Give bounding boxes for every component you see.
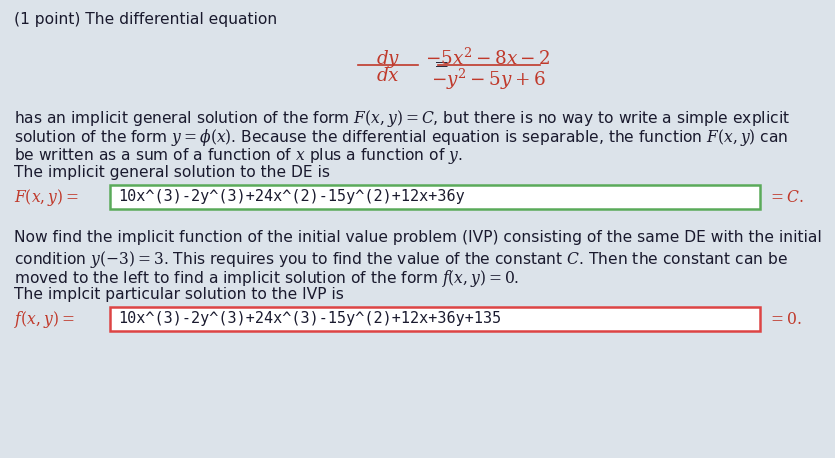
Bar: [110, 307, 760, 331]
Text: The implcit particular solution to the IVP is: The implcit particular solution to the I…: [14, 287, 344, 302]
Text: $f(x, y) =$: $f(x, y) =$: [14, 309, 74, 330]
Text: 10x^(3)-2y^(3)+24x^(2)-15y^(2)+12x+36y: 10x^(3)-2y^(3)+24x^(2)-15y^(2)+12x+36y: [118, 189, 465, 204]
Bar: [110, 185, 760, 209]
Text: $dx$: $dx$: [376, 67, 400, 85]
Text: $-y^2 - 5y + 6$: $-y^2 - 5y + 6$: [431, 67, 545, 92]
Text: condition $y(-3) = 3$. This requires you to find the value of the constant $C$. : condition $y(-3) = 3$. This requires you…: [14, 249, 788, 270]
Text: solution of the form $y = \phi(x)$. Because the differential equation is separab: solution of the form $y = \phi(x)$. Beca…: [14, 127, 788, 148]
Text: be written as a sum of a function of $x$ plus a function of $y$.: be written as a sum of a function of $x$…: [14, 146, 463, 166]
Text: moved to the left to find a implicit solution of the form $f(x, y) = 0$.: moved to the left to find a implicit sol…: [14, 268, 519, 289]
Text: $F(x, y) =$: $F(x, y) =$: [14, 187, 78, 208]
Text: $=$: $=$: [430, 55, 449, 73]
Text: (1 point) The differential equation: (1 point) The differential equation: [14, 12, 277, 27]
Text: $dy$: $dy$: [376, 48, 400, 70]
Text: $= 0.$: $= 0.$: [768, 311, 802, 327]
Text: Now find the implicit function of the initial value problem (IVP) consisting of : Now find the implicit function of the in…: [14, 230, 822, 245]
Text: $-5x^2 - 8x - 2$: $-5x^2 - 8x - 2$: [425, 48, 551, 69]
Text: has an implicit general solution of the form $F(x, y) = C$, but there is no way : has an implicit general solution of the …: [14, 108, 790, 129]
Text: $= C.$: $= C.$: [768, 189, 804, 205]
Text: 10x^(3)-2y^(3)+24x^(3)-15y^(2)+12x+36y+135: 10x^(3)-2y^(3)+24x^(3)-15y^(2)+12x+36y+1…: [118, 311, 501, 326]
Text: The implicit general solution to the DE is: The implicit general solution to the DE …: [14, 165, 330, 180]
